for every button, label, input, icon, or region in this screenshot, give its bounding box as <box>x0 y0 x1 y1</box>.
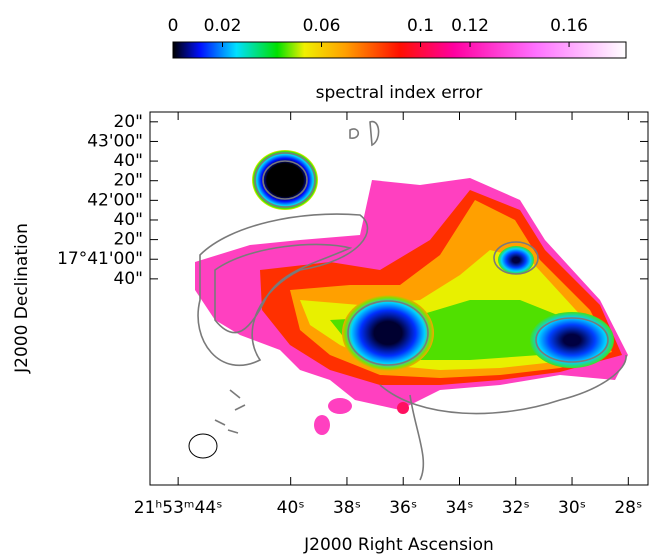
image <box>188 120 628 481</box>
x-tick-label: 36ˢ <box>389 498 417 518</box>
colorbar-tick-label: 0 <box>168 16 179 36</box>
y-tick-label: 20" <box>114 112 143 132</box>
x-axis-label: J2000 Right Ascension <box>303 535 494 555</box>
x-tick-label: 34ˢ <box>445 498 473 518</box>
y-axis-label: J2000 Declination <box>12 223 32 374</box>
x-tick-label: 40ˢ <box>277 498 305 518</box>
y-tick-label: 20" <box>114 230 143 250</box>
x-tick-label: 38ˢ <box>333 498 361 518</box>
x-tick-label: 32ˢ <box>502 498 530 518</box>
colorbar <box>172 41 627 59</box>
y-tick-label: 17°41'00" <box>57 249 143 269</box>
y-tick-label: 20" <box>114 171 143 191</box>
colorbar-tick-label: 0.1 <box>407 16 434 36</box>
colorbar-tick-label: 0.16 <box>550 16 588 36</box>
x-tick-label: 21ʰ53ᵐ44ˢ <box>134 498 223 518</box>
colorbar-tick-label: 0.12 <box>451 16 489 36</box>
colorbar-tick-label: 0.06 <box>303 16 341 36</box>
chart-title: spectral index error <box>316 83 483 103</box>
y-tick-label: 40" <box>114 151 143 171</box>
x-tick-label: 30ˢ <box>558 498 586 518</box>
y-tick-label: 42'00" <box>87 190 143 210</box>
y-tick-label: 43'00" <box>87 131 143 151</box>
plot-frame <box>149 111 649 486</box>
y-tick-label: 40" <box>114 269 143 289</box>
colorbar-tick-label: 0.02 <box>204 16 242 36</box>
y-tick-label: 40" <box>114 210 143 230</box>
x-tick-label: 28ˢ <box>614 498 642 518</box>
